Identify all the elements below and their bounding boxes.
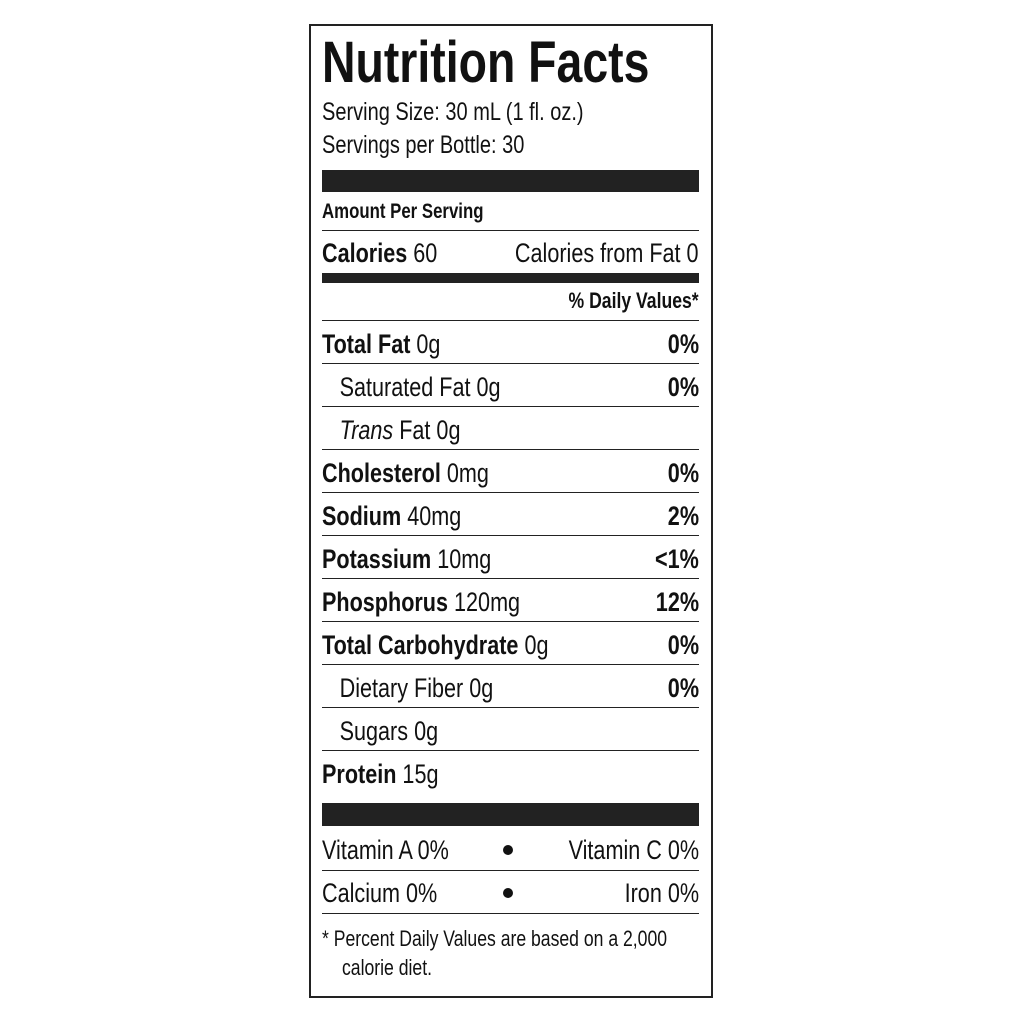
nutrient-amount: 0g: [416, 329, 441, 359]
calories-row: Calories 60 Calories from Fat 0: [322, 238, 699, 268]
calories-from-fat: Calories from Fat 0: [515, 238, 699, 268]
calories-value: 60: [413, 238, 438, 268]
nutrient-amount: 0g: [524, 630, 549, 660]
divider: [322, 664, 699, 665]
nutrient-amount: 120mg: [454, 587, 521, 617]
vitamin-row: Calcium 0% Iron 0%: [322, 878, 699, 908]
divider: [322, 913, 699, 914]
bullet-icon: [503, 845, 513, 855]
nutrient-name: Potassium: [322, 544, 432, 574]
vitamin-right: Vitamin C 0%: [568, 835, 699, 865]
thick-divider: [322, 803, 699, 826]
nutrient-amount: 0g: [476, 372, 501, 402]
vitamin-left: Vitamin A 0%: [322, 835, 449, 865]
amount-per-serving: Amount Per Serving: [322, 200, 484, 223]
nutrition-label: [309, 24, 713, 998]
nutrient-name: Total Carbohydrate: [322, 630, 519, 660]
vitamin-left: Calcium 0%: [322, 878, 438, 908]
nutrient-name: Trans: [339, 415, 394, 445]
nutrient-daily-value: 0%: [667, 372, 699, 402]
nutrient-name: Total Fat: [322, 329, 411, 359]
footnote: * Percent Daily Values are based on a 2,…: [322, 926, 668, 980]
divider: [322, 449, 699, 450]
servings-per-bottle: Servings per Bottle: 30: [322, 131, 525, 159]
nutrient-row: Protein 15g: [322, 759, 699, 789]
nutrient-amount: 40mg: [407, 501, 462, 531]
divider: [322, 230, 699, 231]
nutrient-daily-value: 0%: [667, 329, 699, 359]
nutrient-name: Dietary Fiber: [339, 673, 464, 703]
nutrient-row: Sugars 0g: [322, 716, 699, 746]
bullet-icon: [503, 888, 513, 898]
nutrient-daily-value: 2%: [667, 501, 699, 531]
nutrient-daily-value: 0%: [667, 673, 699, 703]
divider: [322, 707, 699, 708]
divider: [322, 750, 699, 751]
nutrient-amount: Fat 0g: [399, 415, 461, 445]
nutrient-row: Saturated Fat 0g 0%: [322, 372, 699, 402]
nutrient-name: Sodium: [322, 501, 402, 531]
nutrient-amount: 0g: [469, 673, 494, 703]
nutrient-amount: 0mg: [446, 458, 489, 488]
nutrient-name: Protein: [322, 759, 397, 789]
divider: [322, 578, 699, 579]
thick-divider: [322, 170, 699, 192]
divider: [322, 535, 699, 536]
divider: [322, 492, 699, 493]
divider: [322, 870, 699, 871]
nutrient-daily-value: <1%: [655, 544, 699, 574]
nutrient-name: Sugars: [339, 716, 409, 746]
vitamin-right: Iron 0%: [624, 878, 699, 908]
nutrient-daily-value: 12%: [655, 587, 699, 617]
calories-label: Calories: [322, 238, 408, 268]
nutrient-row: Potassium 10mg <1%: [322, 544, 699, 574]
nutrient-row: Total Fat 0g 0%: [322, 329, 699, 359]
nutrient-name: Phosphorus: [322, 587, 449, 617]
nutrient-amount: 0g: [414, 716, 439, 746]
nutrient-row: Trans Fat 0g: [322, 415, 699, 445]
nutrient-amount: 10mg: [437, 544, 492, 574]
nutrient-row: Dietary Fiber 0g 0%: [322, 673, 699, 703]
nutrient-daily-value: 0%: [667, 630, 699, 660]
nutrient-row: Cholesterol 0mg 0%: [322, 458, 699, 488]
nutrient-row: Total Carbohydrate 0g 0%: [322, 630, 699, 660]
medium-divider: [322, 273, 699, 283]
divider: [322, 363, 699, 364]
divider: [322, 621, 699, 622]
nutrient-amount: 15g: [402, 759, 439, 789]
daily-values-header: % Daily Values*: [568, 288, 699, 313]
divider: [322, 320, 699, 321]
divider: [322, 406, 699, 407]
serving-size: Serving Size: 30 mL (1 fl. oz.): [322, 98, 584, 126]
nutrient-daily-value: 0%: [667, 458, 699, 488]
nutrient-name: Saturated Fat: [339, 372, 471, 402]
vitamin-row: Vitamin A 0% Vitamin C 0%: [322, 835, 699, 865]
nutrient-name: Cholesterol: [322, 458, 441, 488]
label-title: Nutrition Facts: [322, 30, 650, 95]
nutrient-row: Sodium 40mg 2%: [322, 501, 699, 531]
nutrient-row: Phosphorus 120mg 12%: [322, 587, 699, 617]
